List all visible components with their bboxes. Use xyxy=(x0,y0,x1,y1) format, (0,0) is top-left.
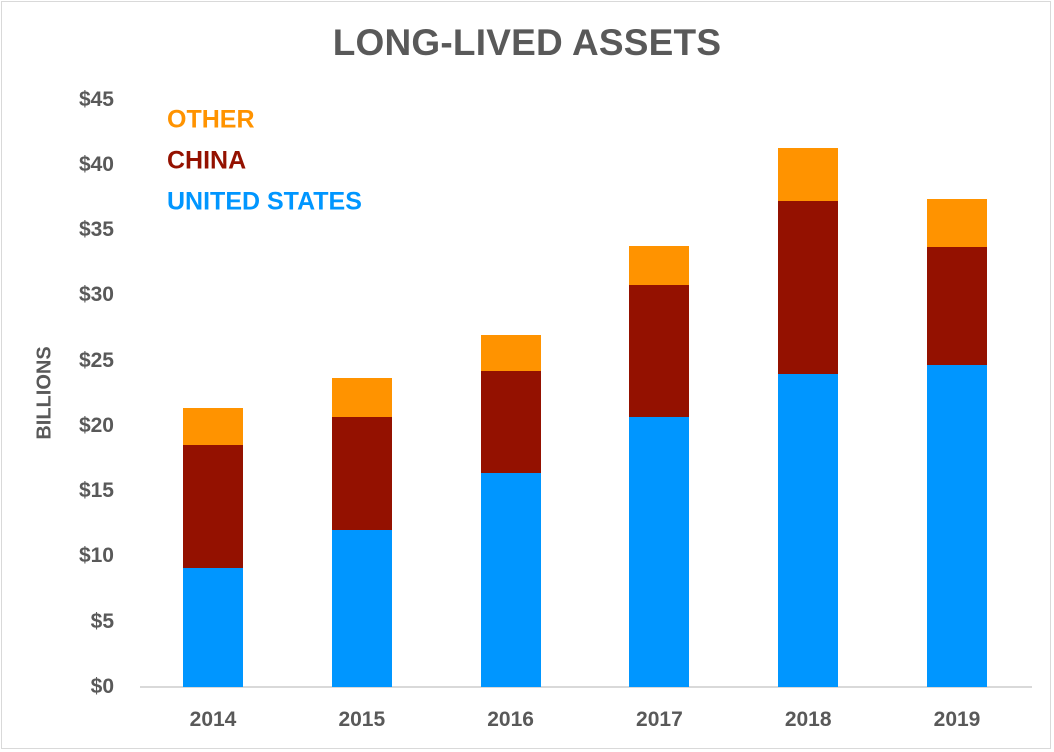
chart-title: LONG-LIVED ASSETS xyxy=(332,22,722,63)
bar-segment-other-2015 xyxy=(331,377,392,417)
y-tick-label: $15 xyxy=(78,479,114,503)
bar-segment-united-states-2015 xyxy=(331,530,392,687)
bar-segment-united-states-2019 xyxy=(927,364,987,687)
bar-segment-china-2017 xyxy=(629,284,690,417)
bar-segment-other-2014 xyxy=(183,407,243,446)
y-tick-label: $25 xyxy=(78,348,114,372)
bar-segment-united-states-2018 xyxy=(778,373,839,687)
bar-segment-other-2017 xyxy=(629,245,690,285)
bar-segment-united-states-2014 xyxy=(183,568,243,687)
y-tick-label: $35 xyxy=(78,218,114,242)
bar-segment-other-2018 xyxy=(778,147,839,202)
legend-item-other: OTHER xyxy=(167,105,255,134)
legend-item-china: CHINA xyxy=(167,146,247,175)
bar-segment-china-2019 xyxy=(927,247,987,365)
y-tick-label: $10 xyxy=(78,544,114,568)
x-tick-label: 2015 xyxy=(338,708,386,731)
x-axis-line xyxy=(140,686,1032,688)
y-tick-label: $5 xyxy=(90,609,114,633)
y-tick-label: $0 xyxy=(90,675,114,698)
x-tick-label: 2018 xyxy=(784,708,832,731)
bar-segment-united-states-2017 xyxy=(629,416,690,687)
x-tick-label: 2017 xyxy=(636,708,683,731)
y-tick-label: $30 xyxy=(78,283,114,307)
bar-segment-china-2018 xyxy=(778,201,839,374)
y-axis-label: BILLIONS xyxy=(33,346,56,440)
y-tick-label: $40 xyxy=(78,152,114,176)
y-tick-label: $45 xyxy=(78,87,114,111)
legend-item-united-states: UNITED STATES xyxy=(167,187,362,216)
x-tick-label: 2014 xyxy=(189,708,237,731)
bar-segment-china-2014 xyxy=(183,445,243,569)
x-tick-label: 2016 xyxy=(487,708,534,731)
bar-segment-other-2016 xyxy=(480,334,541,372)
bar-segment-china-2015 xyxy=(331,416,392,531)
x-tick-label: 2019 xyxy=(933,708,981,731)
y-tick-label: $20 xyxy=(78,413,114,437)
bar-segment-other-2019 xyxy=(927,198,987,248)
bar-segment-united-states-2016 xyxy=(480,472,541,687)
bar-segment-china-2016 xyxy=(480,371,541,473)
